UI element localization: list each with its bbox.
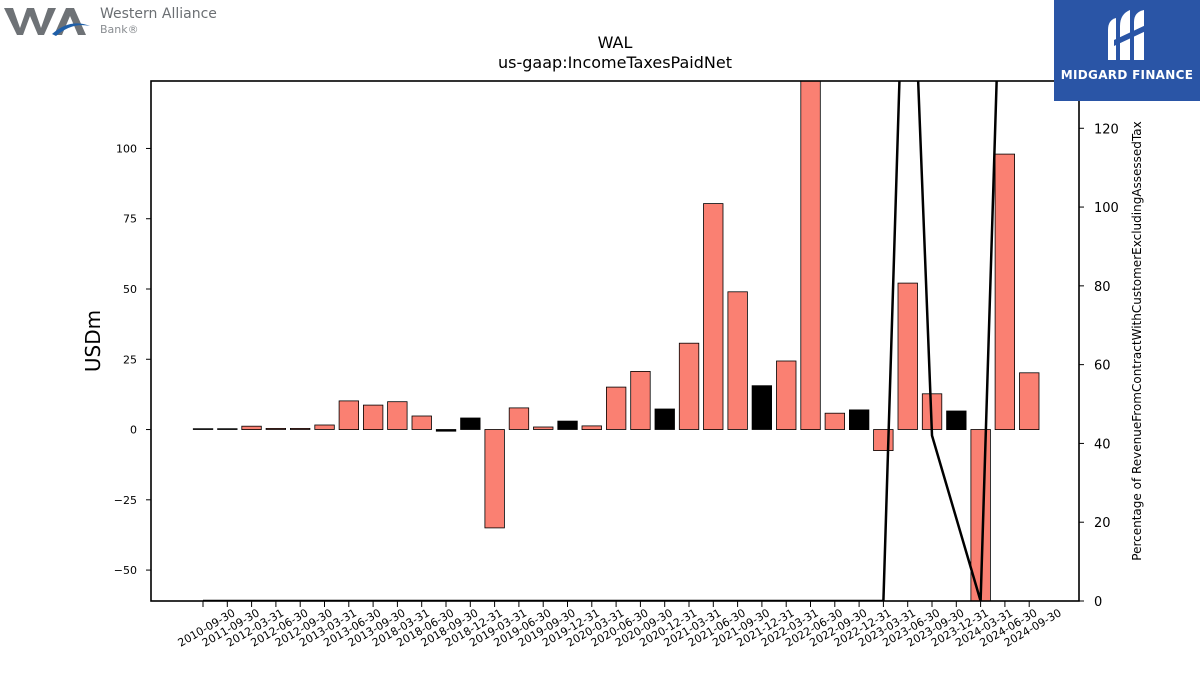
bar-2022-06-30 xyxy=(800,81,821,430)
y-tick-label: −50 xyxy=(114,564,137,577)
y2-tick-label: 100 xyxy=(1094,201,1119,216)
bar-2019-06-30 xyxy=(508,407,530,430)
bar-2020-09-30 xyxy=(630,370,651,430)
bar-2023-06-30 xyxy=(897,282,918,430)
bar-2020-12-31 xyxy=(654,408,675,430)
y2-tick-label: 0 xyxy=(1094,595,1102,610)
bar-2013-09-30 xyxy=(362,404,384,431)
plot-frame xyxy=(150,80,1080,602)
logo-left-line1: Western Alliance xyxy=(100,6,217,22)
bar-2018-03-31 xyxy=(387,401,408,430)
y-tick-label: 25 xyxy=(123,353,137,366)
y2-tick-label: 40 xyxy=(1094,437,1111,452)
bar-2013-03-31 xyxy=(314,424,335,430)
bar-2019-12-31 xyxy=(557,420,578,430)
bar-2022-12-31 xyxy=(849,409,870,430)
bar-2021-12-31 xyxy=(751,385,772,430)
bar-2021-09-30 xyxy=(727,291,748,430)
bar-2022-09-30 xyxy=(824,412,845,430)
y2-tick-label: 60 xyxy=(1094,359,1111,374)
y2-tick-label: 120 xyxy=(1094,122,1119,137)
bar-2020-06-30 xyxy=(606,386,627,430)
bar-2020-03-31 xyxy=(581,425,602,430)
bar-2012-03-31 xyxy=(241,425,262,431)
bar-2021-03-31 xyxy=(678,342,700,430)
wal-logo-icon xyxy=(4,8,90,36)
y-tick-label: 100 xyxy=(116,142,137,155)
chart-title: WAL xyxy=(598,33,633,52)
bar-2018-06-30 xyxy=(411,415,432,430)
bar-2012-06-30 xyxy=(265,427,287,430)
bar-2022-03-31 xyxy=(776,360,797,430)
y-tick-label: 0 xyxy=(130,424,137,437)
western-alliance-logo: Western Alliance Bank® xyxy=(4,4,234,38)
bar-2010-09-30 xyxy=(192,428,214,430)
bar-2012-09-30 xyxy=(289,427,311,430)
logo-right-name: MIDGARD FINANCE xyxy=(1060,68,1194,82)
y-tick-label: 50 xyxy=(123,283,137,296)
bar-2018-09-30 xyxy=(435,429,457,432)
bar-2023-12-31 xyxy=(946,410,967,431)
midgard-logo-icon xyxy=(1108,10,1148,60)
bar-2021-06-30 xyxy=(703,203,724,431)
bar-2011-09-30 xyxy=(217,428,238,430)
bar-2024-06-30 xyxy=(994,153,1015,431)
bar-2023-03-31 xyxy=(873,429,894,452)
bar-2024-09-30 xyxy=(1019,372,1040,430)
y-tick-label: −25 xyxy=(114,494,137,507)
bar-2019-03-31 xyxy=(484,429,505,529)
y2-tick-label: 80 xyxy=(1094,280,1111,295)
y-axis-label: USDm xyxy=(81,310,105,372)
bar-2013-06-30 xyxy=(338,400,360,430)
bar-2018-12-31 xyxy=(460,417,481,430)
y2-axis-label: Percentage of RevenueFromContractWithCus… xyxy=(1130,121,1144,560)
logo-left-line2: Bank® xyxy=(100,23,139,36)
bar-2019-09-30 xyxy=(533,426,554,430)
y2-tick-label: 20 xyxy=(1094,516,1111,531)
midgard-finance-logo: MIDGARD FINANCE xyxy=(1054,0,1200,101)
chart-subtitle: us-gaap:IncomeTaxesPaidNet xyxy=(498,53,732,72)
y-tick-label: 75 xyxy=(123,213,137,226)
